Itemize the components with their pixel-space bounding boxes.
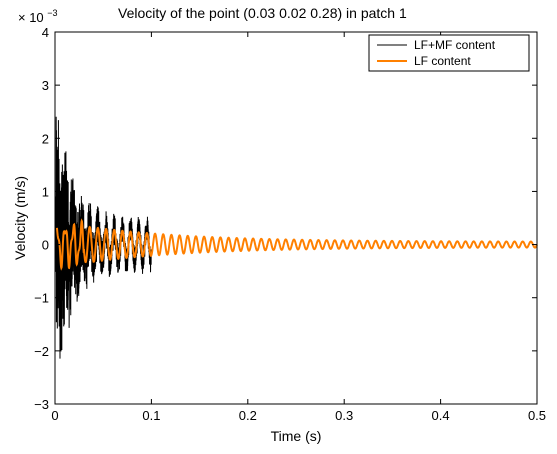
chart-title: Velocity of the point (0.03 0.02 0.28) i…: [118, 5, 407, 21]
y-scale-label: × 10 −3: [18, 8, 58, 25]
legend-label-lf-mf: LF+MF content: [414, 38, 496, 52]
x-tick-label: 0.3: [335, 408, 353, 423]
y-scale-factor: × 10: [18, 10, 44, 25]
y-tick-label: 0: [42, 238, 49, 253]
y-tick-label: 3: [42, 78, 49, 93]
series-line-lf: [55, 218, 538, 271]
x-ticks: 0 0.1 0.2 0.3 0.4 0.5: [51, 32, 546, 423]
legend: LF+MF content LF content: [368, 34, 530, 72]
x-tick-label: 0.2: [239, 408, 257, 423]
x-tick-label: 0.1: [142, 408, 160, 423]
y-tick-label: 4: [42, 25, 49, 40]
y-tick-label: −3: [34, 397, 49, 412]
x-tick-label: 0.4: [432, 408, 450, 423]
y-tick-label: 1: [42, 184, 49, 199]
plot-area: [55, 32, 537, 404]
legend-label-lf: LF content: [414, 54, 471, 68]
y-tick-label: −2: [34, 344, 49, 359]
series-layer: [55, 116, 538, 359]
y-ticks: −3 −2 −1 0 1 2 3 4: [34, 25, 537, 412]
legend-box: [368, 34, 530, 72]
plot-frame: [54, 31, 538, 405]
y-scale-exponent: −3: [47, 8, 57, 18]
x-axis-label: Time (s): [271, 428, 322, 444]
y-axis-label: Velocity (m/s): [12, 176, 28, 260]
y-tick-label: −1: [34, 291, 49, 306]
x-tick-label: 0: [51, 408, 58, 423]
x-tick-label: 0.5: [528, 408, 546, 423]
y-tick-label: 2: [42, 131, 49, 146]
